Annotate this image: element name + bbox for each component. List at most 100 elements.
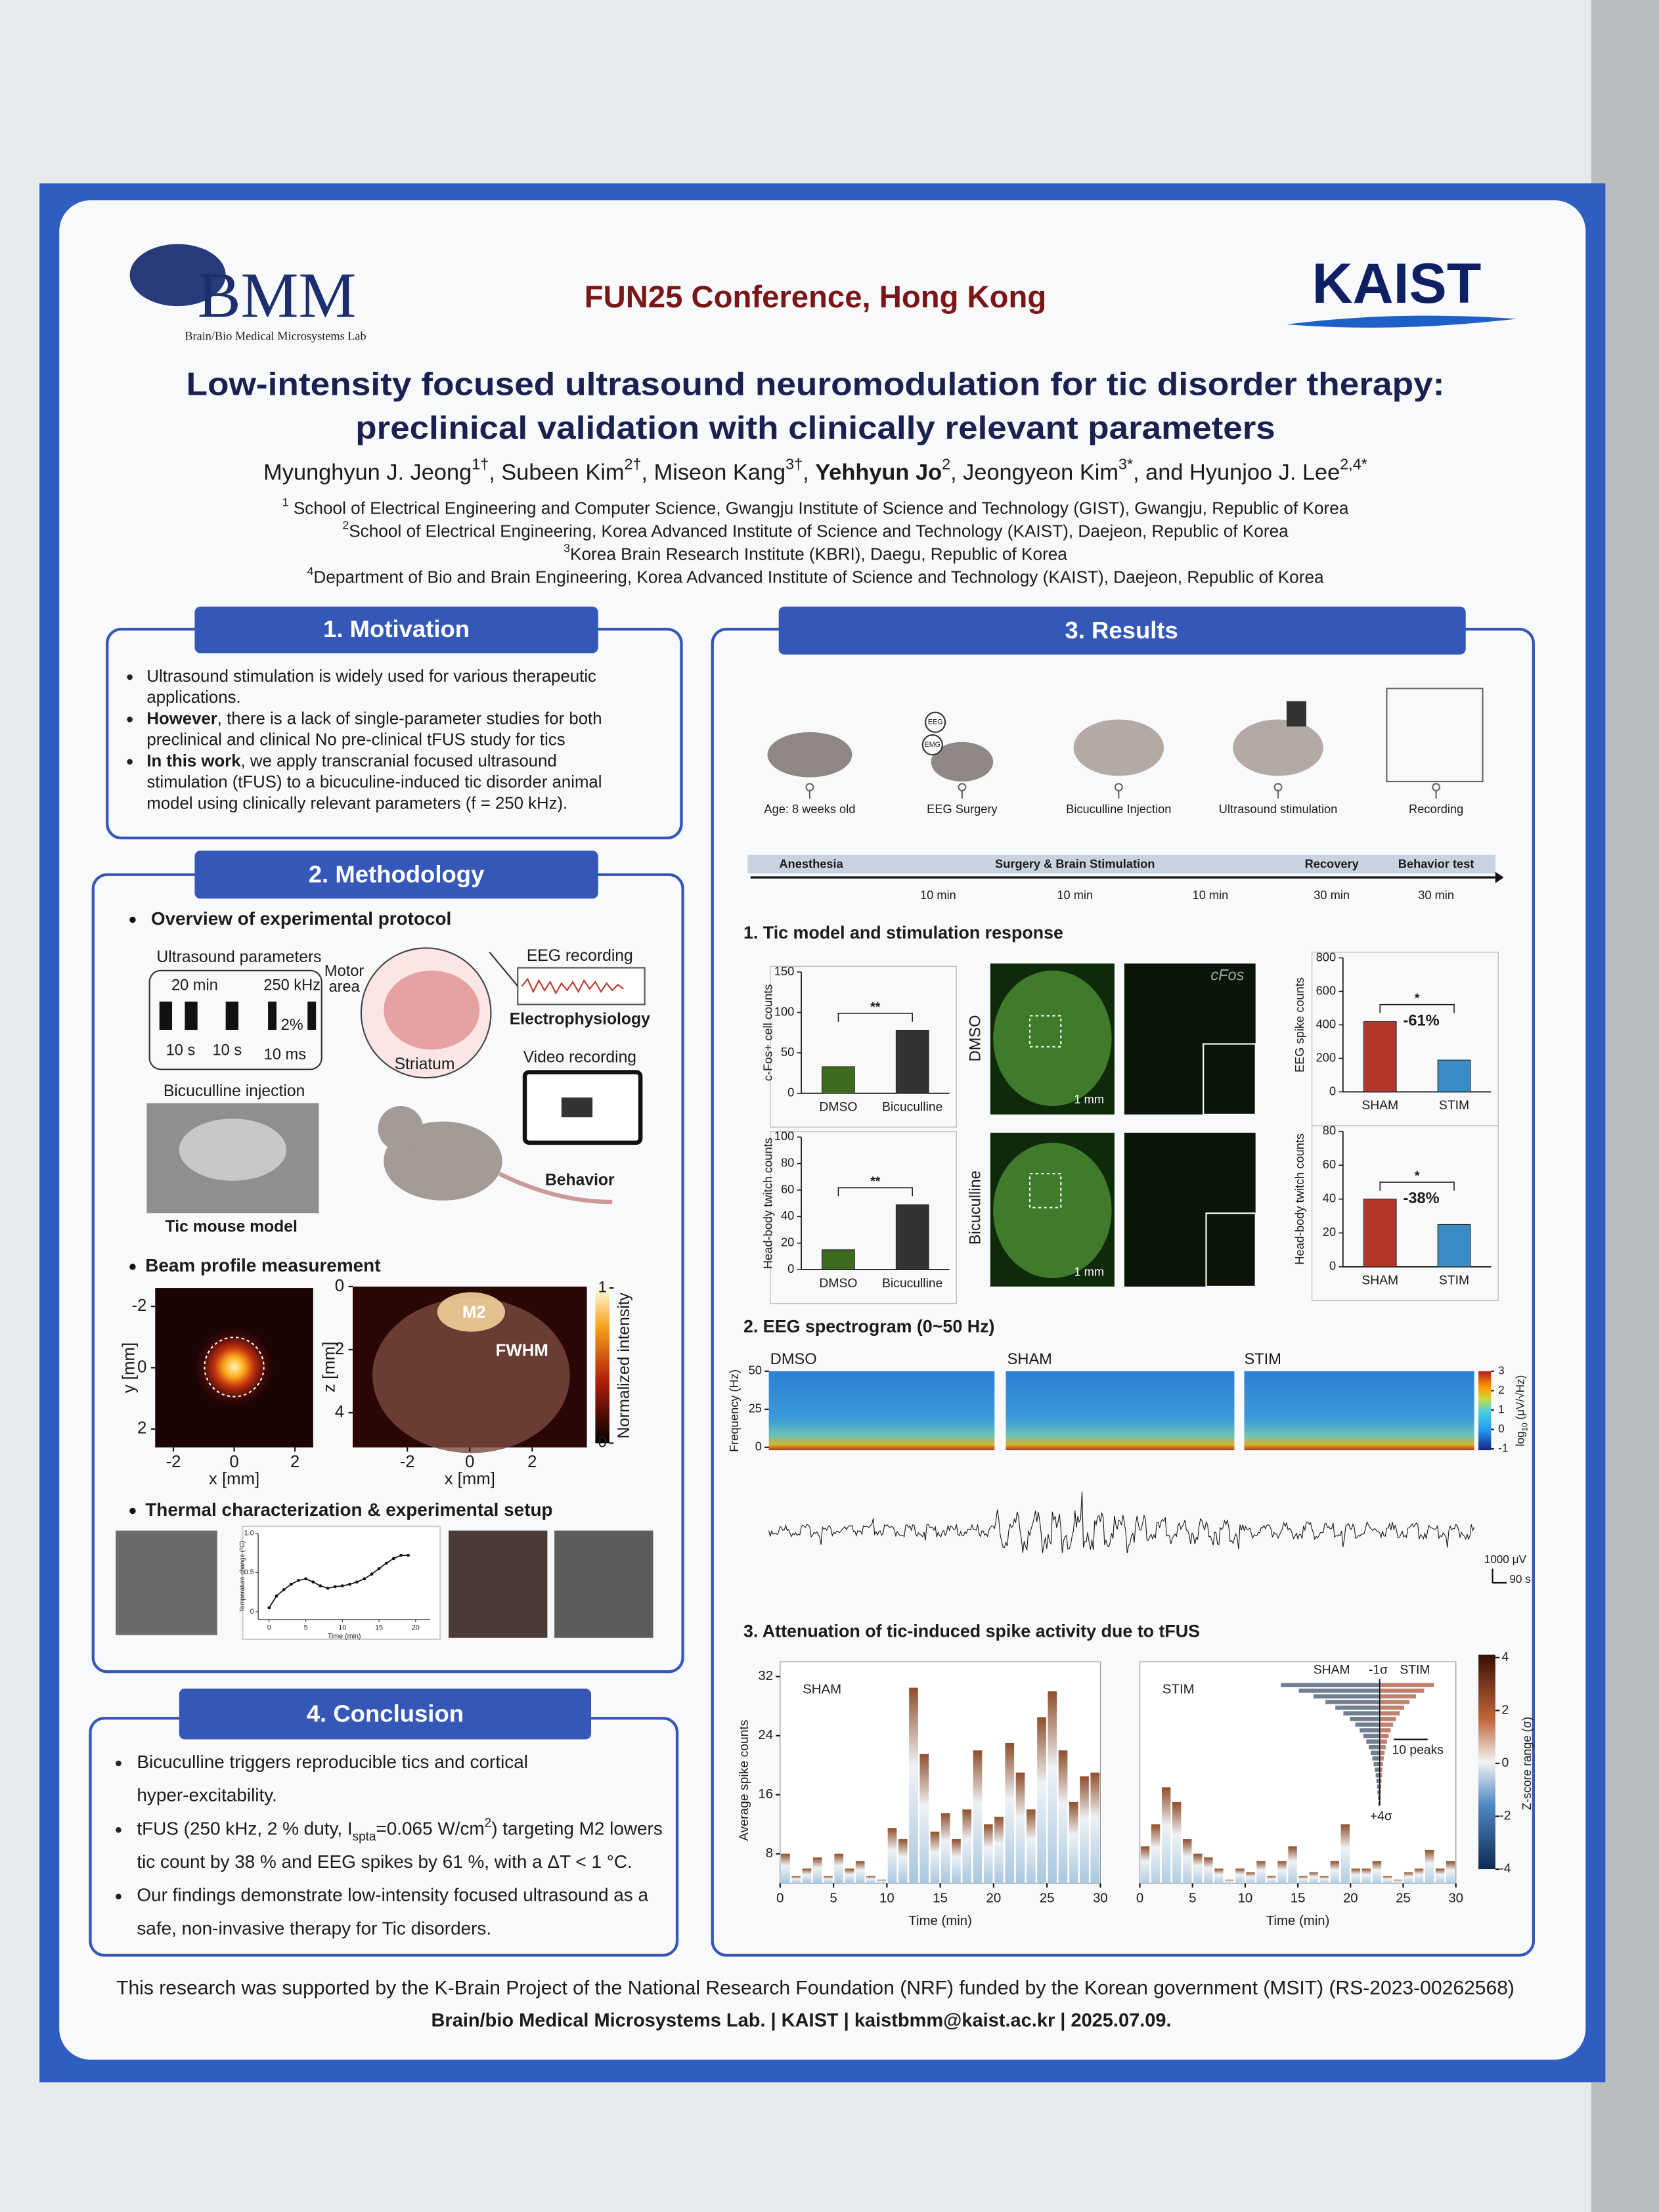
bar bbox=[1277, 1861, 1287, 1884]
eeg-box bbox=[517, 967, 646, 1006]
camera bbox=[561, 1097, 593, 1118]
photo bbox=[449, 1530, 548, 1638]
bar bbox=[1319, 1876, 1329, 1884]
bar bbox=[1298, 1876, 1308, 1884]
x-tick-label: STIM bbox=[1439, 1099, 1469, 1113]
authors: Myunghyun J. Jeong1†, Subeen Kim2†, Mise… bbox=[263, 456, 1367, 485]
bar bbox=[845, 1869, 854, 1884]
text-run: School of Electrical Engineering, Korea … bbox=[349, 521, 1289, 541]
bar bbox=[781, 1853, 790, 1884]
panel-label: SHAM bbox=[1007, 1351, 1052, 1368]
inset-bar bbox=[1378, 1801, 1380, 1806]
x-tick-label: 0 bbox=[1136, 1891, 1143, 1906]
text-run: Myunghyun J. Jeong bbox=[263, 460, 472, 485]
subheading: Thermal characterization & experimental … bbox=[145, 1499, 552, 1520]
inset-bar bbox=[1298, 1689, 1380, 1693]
zoom-inset bbox=[1203, 1043, 1256, 1115]
mouse-icon bbox=[767, 732, 852, 778]
x-tick-label: 10 bbox=[1238, 1891, 1253, 1906]
panel-label: STIM bbox=[1244, 1351, 1281, 1368]
y-tick-label: 4 bbox=[335, 1403, 344, 1421]
phase-label: Surgery & Brain Stimulation bbox=[995, 857, 1155, 871]
bullet bbox=[116, 1893, 122, 1900]
inset-bar bbox=[1363, 1733, 1380, 1738]
colorbar-tick-label: 3 bbox=[1498, 1363, 1505, 1377]
inset-bar bbox=[1366, 1739, 1380, 1744]
inset-label: +4σ bbox=[1370, 1810, 1392, 1824]
text-run: Korea Brain Research Institute (KBRI), D… bbox=[570, 544, 1067, 564]
connector-dot bbox=[1114, 783, 1123, 792]
bar bbox=[919, 1754, 929, 1884]
bullet bbox=[127, 717, 133, 722]
significance: * bbox=[1415, 1170, 1420, 1183]
bar bbox=[895, 1030, 929, 1094]
inset-bar bbox=[1379, 1711, 1400, 1715]
spectrogram-images bbox=[768, 1371, 1507, 1870]
subheading: Beam profile measurement bbox=[145, 1255, 380, 1275]
x-tick-label: 0 bbox=[267, 1624, 271, 1632]
point bbox=[297, 1578, 300, 1582]
y-tick-label: 0 bbox=[787, 1085, 794, 1099]
superscript: 2† bbox=[625, 456, 642, 473]
bar bbox=[1140, 1846, 1150, 1884]
bar bbox=[1425, 1849, 1434, 1884]
title: Low-intensity focused ultrasound neuromo… bbox=[187, 366, 1445, 403]
scale-bar: 1 mm bbox=[1074, 1092, 1104, 1106]
bar bbox=[1309, 1872, 1318, 1884]
y-tick-label: 80 bbox=[1323, 1123, 1336, 1137]
bar bbox=[1225, 1879, 1234, 1884]
bar bbox=[1246, 1872, 1255, 1884]
bullet-text: Our findings demonstrate low-intensity f… bbox=[137, 1885, 648, 1905]
duration-label: 10 min bbox=[1057, 888, 1093, 902]
superscript: 2 bbox=[342, 518, 349, 531]
text-run: , and Hyunjoo J. Lee bbox=[1133, 460, 1340, 485]
label: 10 s bbox=[213, 1042, 242, 1059]
bar bbox=[994, 1817, 1004, 1884]
mouse-head bbox=[378, 1106, 424, 1151]
wire bbox=[489, 952, 519, 987]
x-tick-label: 30 bbox=[1093, 1891, 1108, 1906]
bar bbox=[791, 1876, 801, 1884]
inset-bar bbox=[1335, 1705, 1380, 1710]
inset-bar bbox=[1372, 1756, 1380, 1761]
bar bbox=[822, 1066, 855, 1094]
colorbar bbox=[1478, 1654, 1495, 1870]
y-tick-label: 0.5 bbox=[244, 1568, 254, 1576]
text-run: stimulation (tFUS) to a bicuculine-induc… bbox=[146, 773, 602, 791]
label: EEG recording bbox=[527, 947, 633, 965]
duration-label: 10 min bbox=[920, 888, 956, 902]
inset-bar bbox=[1379, 1784, 1381, 1789]
text-run: , there is a lack of single-parameter st… bbox=[217, 709, 602, 728]
subheading: 2. EEG spectrogram (0~50 Hz) bbox=[743, 1316, 994, 1336]
label: 10 ms bbox=[264, 1046, 306, 1063]
row-label: DMSO bbox=[967, 1015, 984, 1061]
colorbar bbox=[1478, 1371, 1492, 1451]
bar bbox=[866, 1876, 875, 1884]
axis-label: Time (min) bbox=[908, 1914, 972, 1928]
section-heading: 2. Methodology bbox=[309, 861, 485, 888]
subheading: 1. Tic model and stimulation response bbox=[743, 923, 1063, 942]
motivation-header bbox=[194, 606, 598, 653]
bar bbox=[1058, 1750, 1068, 1884]
point bbox=[333, 1585, 337, 1589]
inset-bar bbox=[1281, 1683, 1380, 1687]
connector-dot bbox=[958, 783, 967, 792]
y-tick-label: 0 bbox=[1329, 1259, 1336, 1273]
superscript: 3 bbox=[564, 541, 570, 554]
inset-bar bbox=[1379, 1694, 1417, 1699]
pulse bbox=[307, 1002, 317, 1030]
inset-bar bbox=[1379, 1717, 1396, 1721]
label: 2% bbox=[281, 1017, 303, 1034]
point bbox=[267, 1606, 271, 1610]
x-tick-label: 5 bbox=[1189, 1891, 1196, 1906]
panel-label: STIM bbox=[1162, 1683, 1195, 1697]
point bbox=[363, 1577, 366, 1581]
y-tick-label: 32 bbox=[758, 1669, 773, 1683]
methodology-header bbox=[194, 851, 598, 899]
bullet bbox=[116, 1760, 122, 1767]
y-tick-label: 16 bbox=[758, 1787, 773, 1802]
label: Behavior bbox=[545, 1171, 615, 1189]
colorbar-label: Normalized intensity bbox=[615, 1292, 633, 1438]
bar bbox=[1361, 1869, 1371, 1884]
